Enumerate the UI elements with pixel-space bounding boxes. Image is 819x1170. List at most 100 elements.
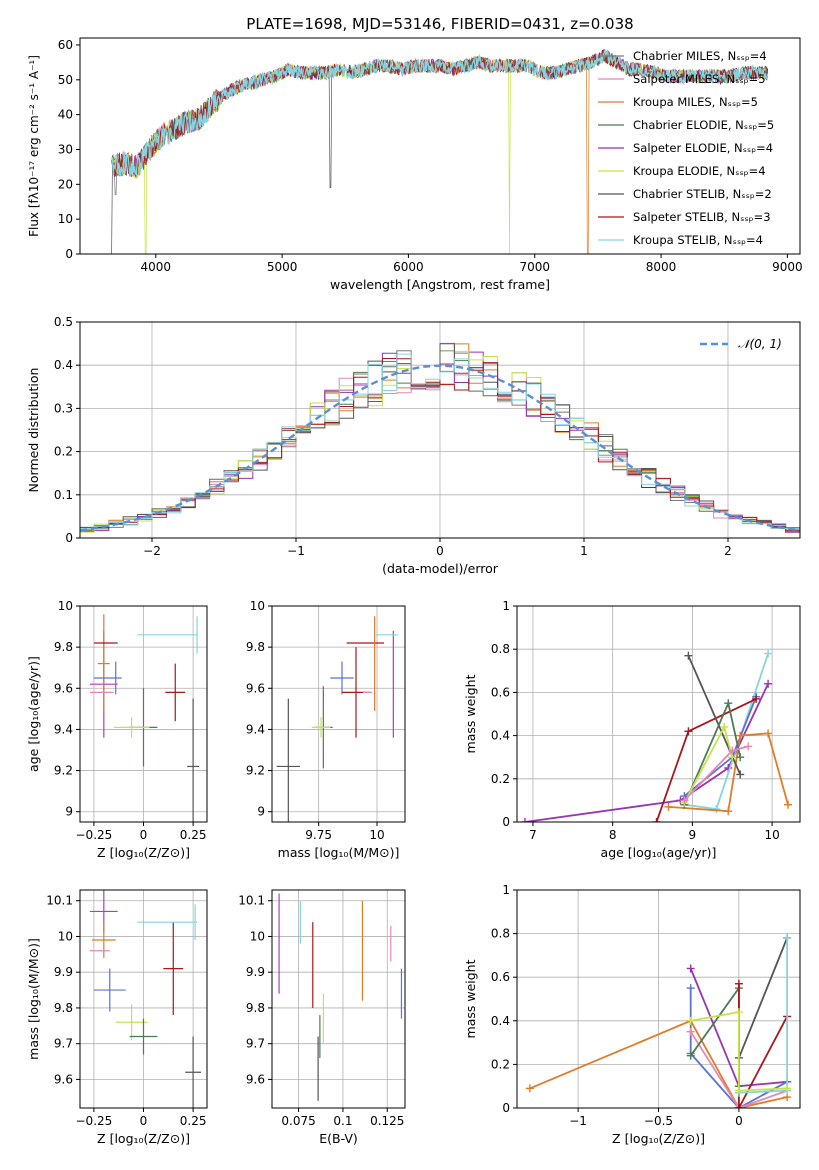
x-tick-label: 0	[735, 1114, 743, 1128]
y-tick-label: 0	[65, 531, 73, 545]
y-tick-label: 0	[502, 1101, 510, 1115]
error-bar	[129, 1018, 158, 1055]
y-tick-label: 9.8	[246, 1001, 265, 1015]
x-tick-label: 7000	[519, 260, 550, 274]
y-tick-label: 9.4	[54, 722, 73, 736]
weight-marker	[686, 984, 695, 993]
error-bar	[330, 661, 354, 695]
axes-frame	[79, 37, 801, 255]
weight-marker	[686, 964, 695, 973]
error-bar	[187, 698, 200, 822]
weight-marker	[686, 1027, 695, 1036]
x-axis-label: (data-model)/error	[382, 561, 499, 576]
legend-entry: Chabrier MILES, Nₛₛₚ=4	[633, 49, 767, 63]
legend-entry: Kroupa MILES, Nₛₛₚ=5	[633, 95, 758, 109]
error-bar	[163, 922, 184, 1016]
weight-marker	[525, 1084, 534, 1093]
x-tick-label: 7	[529, 828, 537, 842]
weight-marker	[783, 933, 792, 942]
chart-residuals: −2 −1 0 1 2 0 0.1 0.2 0.3 0.4 0.5 (data-model)/erro…	[26, 315, 801, 576]
weight-marker	[764, 729, 773, 738]
axes: −0.25 0 0.25 9 9.2 9.4 9.6 9.8 10 Z [log₁₀(Z/Z⊙)]…	[26, 599, 208, 860]
axes: 7 8 9 10 0 0.2 0.4 0.6 0.8 1 age [log₁₀(age/yr)] ma…	[463, 599, 801, 860]
y-tick-label: 0.8	[491, 642, 510, 656]
axes: −2 −1 0 1 2 0 0.1 0.2 0.3 0.4 0.5 (data-model)/erro…	[26, 315, 801, 576]
error-bar	[165, 663, 186, 722]
y-tick-label: 9.8	[54, 1001, 73, 1015]
y-tick-label: 10	[58, 212, 73, 226]
weight-series	[689, 1031, 788, 1108]
y-tick-label: 40	[58, 108, 73, 122]
legend-entry: Kroupa STELIB, Nₛₛₚ=4	[633, 233, 763, 247]
y-tick-label: 60	[58, 38, 73, 52]
x-tick-label: 0.25	[180, 1114, 207, 1128]
x-axis-label: age [log₁₀(age/yr)]	[601, 845, 717, 860]
y-tick-label: 0.4	[491, 729, 510, 743]
weight-marker	[686, 1016, 695, 1025]
y-tick-label: 9.9	[54, 965, 73, 979]
chart-weight-vs-Z: −1 −0.5 0 0 0.2 0.4 0.6 0.8 1 Z [log₁₀(Z/Z⊙)] mass…	[463, 883, 801, 1146]
x-axis-label: mass [log₁₀(M/M⊙)]	[278, 845, 400, 860]
weight-series	[529, 1019, 788, 1108]
axes: 0.075 0.1 0.125 9.6 9.7 9.8 9.9 10 10.1 E(B-V)	[238, 889, 406, 1146]
error-bar	[276, 698, 300, 822]
y-tick-label: 0.4	[54, 358, 73, 372]
weight-marker	[764, 679, 773, 688]
y-tick-label: 50	[58, 73, 73, 87]
x-tick-label: −1	[287, 544, 305, 558]
axes: 9.75 10 9 9.2 9.4 9.6 9.8 10 mass [log₁₀(M/M⊙)]	[246, 599, 406, 860]
y-tick-label: 0.3	[54, 401, 73, 415]
error-bar	[311, 717, 331, 738]
weight-marker	[764, 649, 773, 658]
axes-frame	[271, 889, 406, 1109]
weight-marker	[734, 979, 743, 988]
y-tick-label: 9.6	[54, 681, 73, 695]
y-tick-label: 9.6	[54, 1072, 73, 1086]
y-tick-label: 9.6	[246, 1072, 265, 1086]
y-tick-label: 10.1	[46, 894, 73, 908]
y-tick-label: 0.2	[491, 1057, 510, 1071]
axes-frame	[516, 605, 801, 823]
legend: Chabrier MILES, Nₛₛₚ=4 Salpeter MILES, Nₛ…	[598, 49, 774, 247]
y-axis-label: Normed distribution	[26, 368, 41, 493]
y-tick-label: 10.1	[238, 894, 265, 908]
weight-marker	[720, 722, 729, 731]
y-tick-label: 0.2	[491, 772, 510, 786]
plot-area	[520, 649, 793, 822]
x-tick-label: −0.25	[76, 828, 113, 842]
x-axis-label: wavelength [Angstrom, rest frame]	[330, 277, 550, 292]
weight-marker	[680, 796, 689, 805]
y-tick-label: 10	[250, 599, 265, 613]
y-tick-label: 0.1	[54, 488, 73, 502]
legend-entry: Chabrier ELODIE, Nₛₛₚ=5	[633, 118, 774, 132]
y-tick-label: 9.6	[246, 681, 265, 695]
y-axis-label: Flux [fλ10⁻¹⁷ erg cm⁻² s⁻¹ A⁻¹]	[27, 55, 41, 237]
weight-marker	[520, 818, 529, 822]
grid-lines	[272, 890, 405, 1108]
weight-marker	[684, 651, 693, 660]
chart-spectrum: 4000 5000 6000 7000 8000 9000 0 10 20 30 40 50 60 wav…	[27, 37, 803, 292]
chart-age-vs-Z: −0.25 0 0.25 9 9.2 9.4 9.6 9.8 10 Z [log₁₀(Z/Z⊙)]…	[26, 599, 208, 860]
y-tick-label: 1	[502, 599, 510, 613]
y-axis-label: age [log₁₀(age/yr)]	[26, 656, 41, 772]
x-tick-label: 10	[369, 828, 384, 842]
grid-lines	[272, 605, 405, 822]
y-tick-label: 9.7	[54, 1037, 73, 1051]
x-axis-label: Z [log₁₀(Z/Z⊙)]	[612, 1131, 705, 1146]
weight-marker	[734, 1086, 743, 1095]
y-tick-label: 0.5	[54, 315, 73, 329]
y-tick-label: 9.9	[246, 965, 265, 979]
x-tick-label: 0.125	[370, 1114, 404, 1128]
y-tick-label: 0.4	[491, 1014, 510, 1028]
y-tick-label: 0.2	[54, 445, 73, 459]
weight-marker	[652, 818, 661, 822]
y-axis-label: mass weight	[463, 674, 478, 753]
axes-frame	[271, 605, 406, 823]
y-tick-label: 10	[250, 929, 265, 943]
weight-marker	[712, 805, 721, 814]
weight-series	[524, 683, 769, 822]
legend: 𝒩(0, 1)	[700, 337, 782, 351]
x-tick-label: 8	[609, 828, 617, 842]
weight-marker	[734, 1008, 743, 1017]
